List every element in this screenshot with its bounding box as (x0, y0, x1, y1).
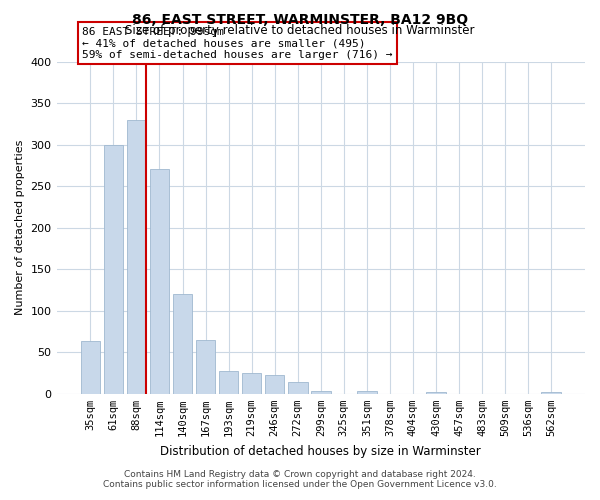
Y-axis label: Number of detached properties: Number of detached properties (15, 140, 25, 316)
Bar (173, 294, 193, 394)
Bar (242, 373, 262, 394)
Bar (541, 392, 561, 394)
Text: 86, EAST STREET, WARMINSTER, BA12 9BQ: 86, EAST STREET, WARMINSTER, BA12 9BQ (132, 12, 468, 26)
Bar (127, 120, 146, 394)
Bar (357, 392, 377, 394)
Text: Contains HM Land Registry data © Crown copyright and database right 2024.
Contai: Contains HM Land Registry data © Crown c… (103, 470, 497, 489)
X-axis label: Distribution of detached houses by size in Warminster: Distribution of detached houses by size … (160, 444, 481, 458)
Bar (219, 372, 238, 394)
Bar (104, 144, 123, 394)
Bar (149, 170, 169, 394)
Bar (426, 392, 446, 394)
Bar (196, 340, 215, 394)
Bar (80, 342, 100, 394)
Text: Size of property relative to detached houses in Warminster: Size of property relative to detached ho… (125, 24, 475, 37)
Bar (311, 392, 331, 394)
Bar (265, 374, 284, 394)
Bar (288, 382, 308, 394)
Text: 86 EAST STREET: 99sqm
← 41% of detached houses are smaller (495)
59% of semi-det: 86 EAST STREET: 99sqm ← 41% of detached … (82, 26, 393, 60)
